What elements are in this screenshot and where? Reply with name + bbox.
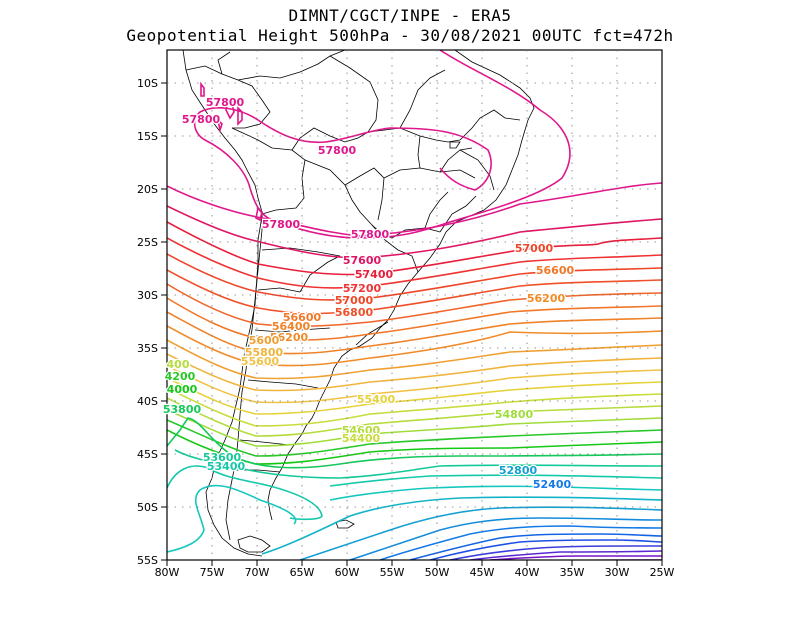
contour-label: 57000	[335, 294, 374, 307]
contour-label: 54600	[342, 424, 381, 437]
contour-label: 57800	[206, 96, 245, 109]
contour-labels: 57800 57800 57800 57800 57800 576005740057200…	[162, 95, 576, 493]
contour-label: 56600	[536, 264, 575, 277]
lon-tick-label: 65W	[290, 566, 315, 579]
map-title-line2: Geopotential Height 500hPa - 30/08/2021 …	[126, 26, 674, 45]
contour-label: 57000	[515, 242, 554, 255]
axis-ticks	[161, 82, 663, 566]
lon-tick-label: 60W	[335, 566, 360, 579]
contour-label: 55600	[241, 355, 280, 368]
lat-tick-label: 55S	[137, 554, 158, 567]
contour-label: 56600	[283, 311, 322, 324]
longitude-axis-labels: 80W 75W 70W 65W 60W 55W 50W 45W 40W 35W 30W 25W	[155, 566, 675, 579]
contour-label: 57600	[343, 254, 382, 267]
contour-label: 5600	[249, 334, 280, 347]
contour-label: 56200	[270, 331, 309, 344]
graticule	[167, 50, 662, 560]
latitude-axis-labels: 10S 15S 20S 25S 30S 35S 40S 45S 50S 55S	[137, 77, 158, 567]
contour-label: 54800	[495, 408, 534, 421]
lat-tick-label: 50S	[137, 501, 158, 514]
contour-label: 53800	[163, 403, 202, 416]
contour-label: 56800	[335, 306, 374, 319]
lat-tick-label: 15S	[137, 130, 158, 143]
map-title-line1: DIMNT/CGCT/INPE - ERA5	[288, 6, 512, 25]
lon-tick-label: 45W	[470, 566, 495, 579]
lat-tick-label: 40S	[137, 395, 158, 408]
contour-label: 53400	[207, 460, 246, 473]
lat-tick-label: 35S	[137, 342, 158, 355]
lon-tick-label: 55W	[380, 566, 405, 579]
lon-tick-label: 50W	[425, 566, 450, 579]
lon-tick-label: 75W	[200, 566, 225, 579]
contour-label: 56200	[527, 292, 566, 305]
contour-label: 52400	[533, 478, 572, 491]
contour-label: 4000	[167, 383, 198, 396]
lat-tick-label: 30S	[137, 289, 158, 302]
lat-tick-label: 10S	[137, 77, 158, 90]
plot-frame	[166, 49, 663, 561]
contour-label: 57400	[355, 268, 394, 281]
lat-tick-label: 45S	[137, 448, 158, 461]
geopotential-contours	[167, 50, 662, 560]
lon-tick-label: 40W	[515, 566, 540, 579]
lon-tick-label: 25W	[650, 566, 675, 579]
lat-tick-label: 25S	[137, 236, 158, 249]
lon-tick-label: 30W	[605, 566, 630, 579]
contour-label: 57800	[262, 218, 301, 231]
lon-tick-label: 80W	[155, 566, 180, 579]
lat-tick-label: 20S	[137, 183, 158, 196]
contour-label: 400	[167, 358, 190, 371]
contour-label: 53600	[203, 451, 242, 464]
contour-label: 57800	[182, 113, 221, 126]
contour-label: 57800	[318, 144, 357, 157]
lon-tick-label: 35W	[560, 566, 585, 579]
contour-label: 52800	[499, 464, 538, 477]
contour-label: 55400	[357, 393, 396, 406]
contour-label: 56400	[272, 320, 311, 333]
contour-label: 57200	[343, 282, 382, 295]
contour-label: 4200	[165, 370, 196, 383]
lon-tick-label: 70W	[245, 566, 270, 579]
contour-label: 55800	[245, 346, 284, 359]
coastlines-and-borders	[182, 50, 535, 557]
contour-label: 54400	[342, 432, 381, 445]
contour-label: 57800	[351, 228, 390, 241]
